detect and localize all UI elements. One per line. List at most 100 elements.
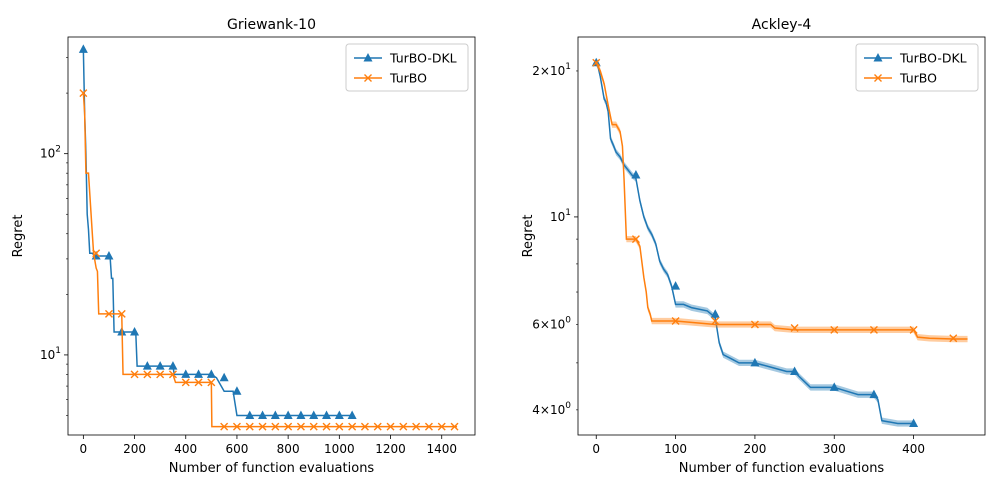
data-point: [79, 89, 88, 98]
data-point: [437, 422, 446, 431]
series-turbo: [79, 89, 459, 431]
legend-marker: [363, 53, 373, 62]
data-point: [335, 422, 344, 431]
data-point: [829, 382, 839, 391]
series-line: [82, 49, 353, 417]
data-point: [142, 361, 152, 370]
confidence-band: [596, 59, 914, 427]
legend-label: TurBO-DKL: [899, 51, 967, 66]
chart-0: Griewank-10 0 200 400 600 800 1000 1200 1400 101 1…: [11, 17, 476, 476]
data-point: [181, 369, 191, 378]
data-point: [207, 378, 216, 387]
data-point: [711, 317, 720, 326]
data-point: [92, 249, 101, 258]
data-point: [309, 410, 319, 419]
data-point: [232, 422, 241, 431]
y-tick-label: 101: [40, 346, 61, 362]
data-point: [143, 370, 152, 379]
chart-title: Griewank-10: [227, 17, 316, 33]
data-point: [671, 281, 681, 290]
data-point: [869, 325, 878, 334]
data-point: [309, 422, 318, 431]
y-minor-tick-label: 4×100: [532, 401, 571, 417]
data-point: [631, 235, 640, 244]
data-point: [373, 422, 382, 431]
y-tick-label: 101: [550, 208, 571, 224]
x-tick-label: 1400: [426, 442, 457, 456]
legend: TurBO-DKL TurBO: [855, 43, 979, 92]
data-point: [194, 378, 203, 387]
data-point: [790, 366, 800, 375]
data-point: [710, 309, 720, 318]
data-point: [270, 410, 280, 419]
data-point: [909, 418, 919, 427]
x-axis-label: Number of function evaluations: [679, 461, 885, 476]
data-point: [909, 325, 918, 334]
data-point: [245, 410, 255, 419]
data-point: [592, 58, 601, 67]
data-point: [194, 369, 204, 378]
series-line: [595, 62, 968, 340]
series-turbo: [592, 58, 968, 343]
chart-title: Ackley-4: [752, 17, 812, 33]
x-axis-label: Number of function evaluations: [169, 461, 375, 476]
x-tick-label: 800: [277, 442, 300, 456]
legend-marker: [364, 74, 372, 82]
legend: TurBO-DKL TurBO: [345, 43, 469, 92]
data-point: [296, 410, 306, 419]
data-point: [750, 320, 759, 329]
legend-box: [855, 43, 979, 92]
data-point: [283, 410, 293, 419]
data-point: [322, 410, 332, 419]
data-point: [104, 309, 113, 318]
data-point: [399, 422, 408, 431]
y-axis-label: Regret: [11, 215, 26, 258]
x-tick-label: 1000: [324, 442, 355, 456]
data-point: [790, 324, 799, 333]
legend-label: TurBO: [899, 71, 937, 86]
y-minor-tick-label: 6×100: [532, 315, 571, 331]
x-tick-label: 200: [123, 442, 146, 456]
series-line: [82, 93, 458, 428]
data-point: [206, 369, 216, 378]
data-point: [348, 422, 357, 431]
data-point: [232, 386, 242, 395]
data-point: [671, 317, 680, 326]
data-point: [258, 422, 267, 431]
data-point: [386, 422, 395, 431]
chart-1: Ackley-4 0 100 200 300 400 101 4×100 6×100 2×101 N…: [521, 17, 986, 476]
series-turbo-dkl: [591, 57, 919, 427]
data-point: [869, 389, 879, 399]
legend-marker: [874, 74, 882, 82]
x-tick-label: 1200: [375, 442, 406, 456]
data-point: [322, 422, 331, 431]
data-point: [168, 361, 178, 370]
data-point: [245, 422, 254, 431]
legend-label: TurBO-DKL: [389, 51, 457, 66]
data-point: [750, 357, 760, 367]
x-tick-label: 0: [80, 442, 88, 456]
data-point: [949, 334, 958, 343]
data-point: [168, 370, 177, 379]
plot-area: [78, 44, 459, 431]
plot-area: [591, 57, 968, 427]
series-turbo-dkl: [78, 44, 357, 419]
data-point: [104, 251, 114, 260]
data-point: [334, 410, 344, 419]
series-line: [595, 62, 914, 425]
legend-label: TurBO: [389, 71, 427, 86]
data-point: [117, 309, 126, 318]
y-minor-tick-label: 2×101: [532, 62, 571, 78]
data-point: [258, 410, 268, 419]
data-point: [631, 170, 641, 179]
data-point: [450, 422, 459, 431]
data-point: [219, 372, 229, 382]
x-tick-label: 400: [174, 442, 197, 456]
data-point: [424, 422, 433, 431]
legend-marker: [873, 53, 883, 62]
confidence-band: [596, 59, 968, 343]
x-tick-label: 300: [823, 442, 846, 456]
data-point: [360, 422, 369, 431]
data-point: [220, 422, 229, 431]
legend-box: [345, 43, 469, 92]
